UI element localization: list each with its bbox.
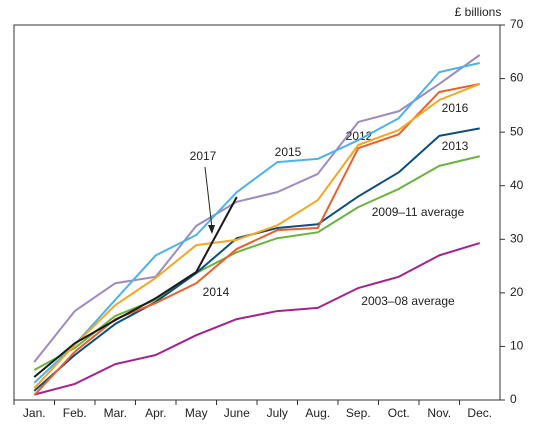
x-tick-label: Mar.: [104, 406, 127, 420]
x-tick-label: Apr.: [145, 406, 166, 420]
x-tick-label: Dec.: [467, 406, 492, 420]
y-tick-label: 10: [510, 339, 524, 353]
x-tick-label: Nov.: [427, 406, 451, 420]
x-tick-label: May: [185, 406, 208, 420]
annotation-arrowhead: [208, 225, 215, 234]
series-line: [33, 54, 481, 363]
series-line: [33, 242, 481, 396]
x-tick-label: Feb.: [63, 406, 87, 420]
series-line: [33, 62, 480, 384]
y-tick-label: 0: [510, 392, 517, 406]
annotation-arrow: [204, 166, 213, 229]
y-axis-label: £ billions: [455, 5, 502, 19]
x-tick-label: July: [267, 406, 288, 420]
series-label: 2003–08 average: [361, 294, 455, 308]
y-tick-label: 20: [510, 285, 524, 299]
series-label: 2017: [190, 149, 217, 163]
series-label: 2012: [346, 129, 373, 143]
x-tick-label: Oct.: [388, 406, 410, 420]
y-tick-label: 70: [510, 17, 524, 31]
x-tick-label: Sep.: [346, 406, 371, 420]
series-line: [33, 82, 481, 389]
y-tick-label: 30: [510, 231, 524, 245]
y-tick-label: 40: [510, 178, 524, 192]
y-tick-label: 60: [510, 71, 524, 85]
series-label: 2009–11 average: [372, 205, 465, 219]
series-label: 2015: [275, 145, 302, 159]
x-tick-label: Aug.: [305, 406, 330, 420]
series-line: [33, 127, 480, 392]
series-label: 2014: [203, 285, 230, 299]
y-tick-label: 50: [510, 124, 524, 138]
series-line: [33, 82, 480, 396]
series-line: [33, 196, 238, 378]
x-tick-label: June: [224, 406, 250, 420]
series-line: [33, 155, 480, 371]
series-label: 2016: [442, 101, 469, 115]
x-tick-label: Jan.: [23, 406, 46, 420]
series-label: 2013: [442, 139, 469, 153]
